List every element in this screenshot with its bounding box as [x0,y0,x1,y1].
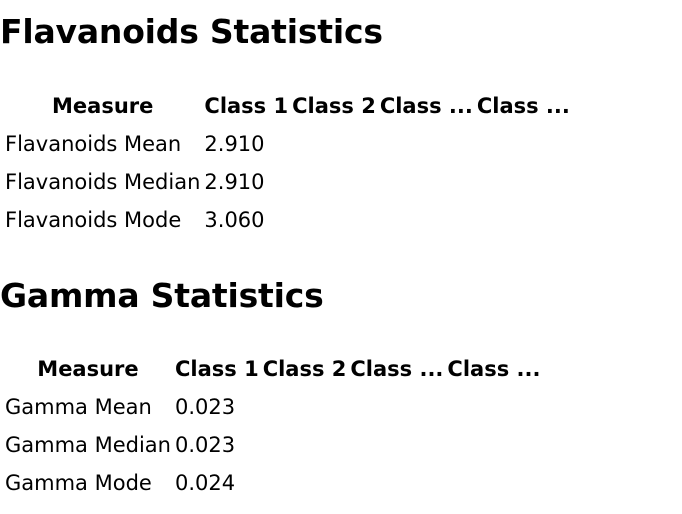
table-row: Gamma Mode 0.024 [4,465,541,501]
cell-empty [476,126,571,162]
row-label: Flavanoids Median [5,170,201,194]
cell-empty [291,126,377,162]
cell-empty [379,126,474,162]
column-header-class-4: Class ... [476,94,570,118]
cell-empty [349,427,444,463]
cell-value: 2.910 [204,132,265,156]
cell-empty [349,465,444,501]
column-header-class-1: Class 1 [174,357,259,381]
cell-value: 0.023 [174,433,236,457]
row-label: Gamma Mode [5,471,152,495]
cell-value: 0.023 [174,395,236,419]
flavanoids-statistics-table: Measure Class 1 Class 2 Class ... Class … [2,86,573,240]
cell-empty [446,427,541,463]
cell-empty [446,465,541,501]
column-header-class-1: Class 1 [204,94,289,118]
cell-empty [291,164,377,200]
cell-empty [379,164,474,200]
row-label: Gamma Mean [5,395,152,419]
column-header-class-3: Class ... [350,357,444,381]
cell-empty [262,465,348,501]
table-row: Flavanoids Median 2.910 [4,164,571,200]
table-header-row: Measure Class 1 Class 2 Class ... Class … [4,351,541,387]
table-row: Gamma Mean 0.023 [4,389,541,425]
cell-empty [262,427,348,463]
table-row: Flavanoids Mean 2.910 [4,126,571,162]
table-header-row: Measure Class 1 Class 2 Class ... Class … [4,88,571,124]
cell-empty [379,202,474,238]
row-label: Flavanoids Mean [5,132,182,156]
table-row: Gamma Median 0.023 [4,427,541,463]
gamma-statistics-title: Gamma Statistics [0,276,324,315]
cell-empty [349,389,444,425]
column-header-measure: Measure [37,357,139,381]
column-header-class-4: Class ... [447,357,541,381]
column-header-class-2: Class 2 [262,357,347,381]
column-header-class-3: Class ... [379,94,473,118]
row-label: Gamma Median [5,433,171,457]
row-label: Flavanoids Mode [5,208,182,232]
cell-value: 0.024 [174,471,236,495]
cell-empty [262,389,348,425]
column-header-measure: Measure [52,94,154,118]
cell-value: 3.060 [204,208,265,232]
cell-empty [291,202,377,238]
cell-empty [476,164,571,200]
cell-empty [446,389,541,425]
flavanoids-statistics-title: Flavanoids Statistics [0,12,383,51]
cell-value: 2.910 [204,170,265,194]
gamma-statistics-table: Measure Class 1 Class 2 Class ... Class … [2,349,543,503]
column-header-class-2: Class 2 [292,94,376,118]
cell-empty [476,202,571,238]
table-row: Flavanoids Mode 3.060 [4,202,571,238]
